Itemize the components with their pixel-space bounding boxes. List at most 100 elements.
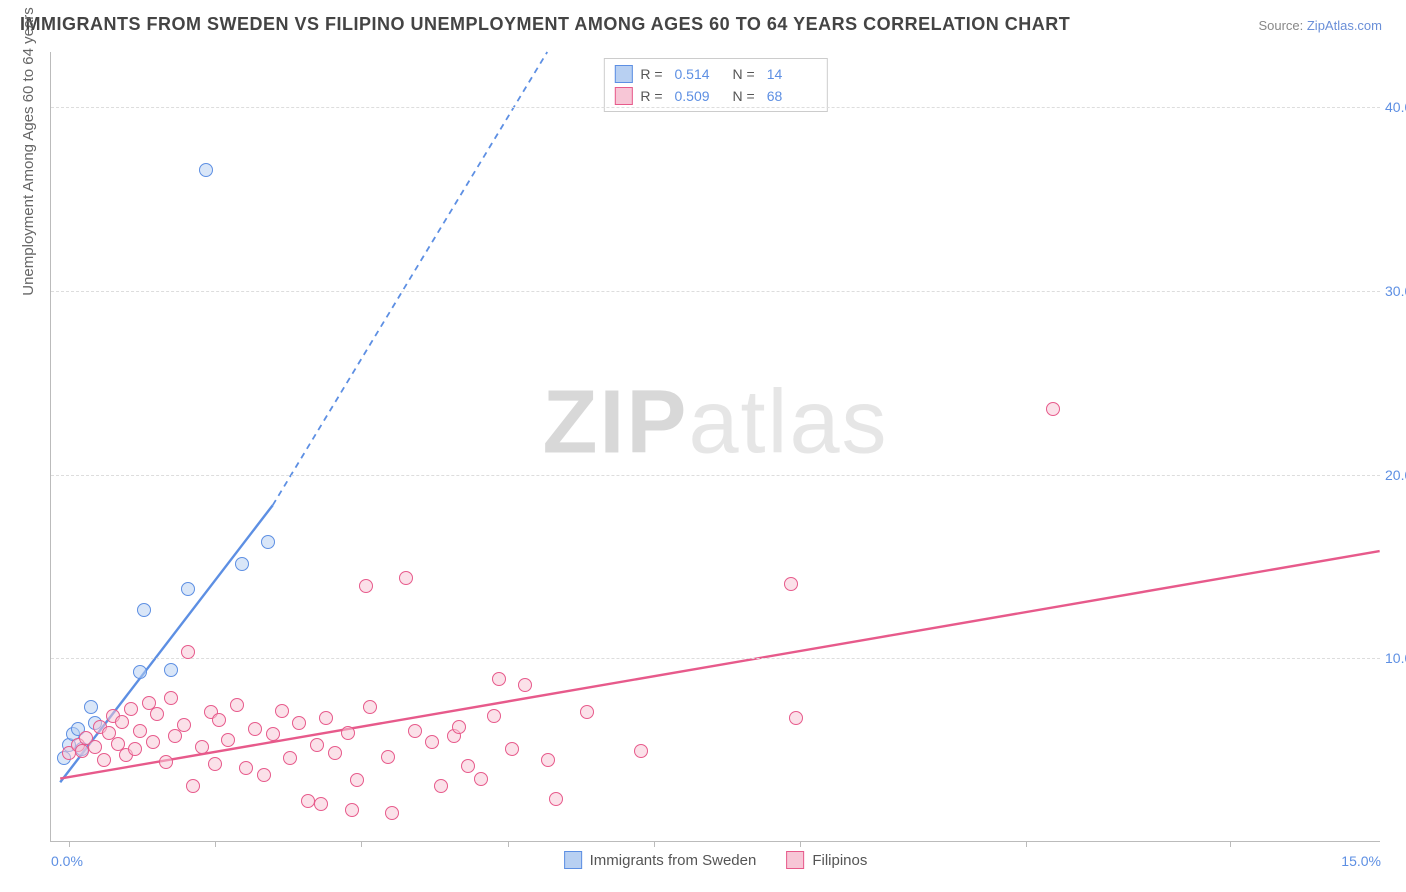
data-point xyxy=(399,571,413,585)
data-point xyxy=(580,705,594,719)
data-point xyxy=(292,716,306,730)
data-point xyxy=(159,755,173,769)
y-tick-label: 20.0% xyxy=(1385,467,1406,483)
legend-n-label: N = xyxy=(733,63,755,85)
x-tick-label: 15.0% xyxy=(1341,853,1381,869)
plot-area: ZIPatlas R = 0.514 N = 14 R = 0.509 N = … xyxy=(50,52,1380,842)
data-point xyxy=(97,753,111,767)
y-tick-label: 40.0% xyxy=(1385,99,1406,115)
data-point xyxy=(461,759,475,773)
source-prefix: Source: xyxy=(1258,18,1306,33)
data-point xyxy=(363,700,377,714)
y-tick-label: 30.0% xyxy=(1385,283,1406,299)
x-tick-mark xyxy=(215,841,216,847)
data-point xyxy=(84,700,98,714)
data-point xyxy=(128,742,142,756)
data-point xyxy=(319,711,333,725)
data-point xyxy=(257,768,271,782)
legend-series-item: Immigrants from Sweden xyxy=(564,851,757,869)
legend-series-label: Immigrants from Sweden xyxy=(590,852,757,869)
legend-r-label: R = xyxy=(640,63,662,85)
legend-n-label: N = xyxy=(733,85,755,107)
data-point xyxy=(208,757,222,771)
y-axis-label: Unemployment Among Ages 60 to 64 years xyxy=(20,7,37,296)
trend-line xyxy=(60,551,1379,779)
data-point xyxy=(408,724,422,738)
data-point xyxy=(88,740,102,754)
legend-swatch xyxy=(614,65,632,83)
data-point xyxy=(505,742,519,756)
x-tick-mark xyxy=(361,841,362,847)
data-point xyxy=(133,665,147,679)
y-tick-label: 10.0% xyxy=(1385,650,1406,666)
data-point xyxy=(359,579,373,593)
data-point xyxy=(301,794,315,808)
data-point xyxy=(75,744,89,758)
data-point xyxy=(310,738,324,752)
x-tick-label: 0.0% xyxy=(51,853,83,869)
source-attribution: Source: ZipAtlas.com xyxy=(1258,18,1382,33)
chart-title: IMMIGRANTS FROM SWEDEN VS FILIPINO UNEMP… xyxy=(20,14,1070,35)
x-tick-mark xyxy=(1026,841,1027,847)
data-point xyxy=(137,603,151,617)
data-point xyxy=(186,779,200,793)
data-point xyxy=(177,718,191,732)
data-point xyxy=(266,727,280,741)
x-tick-mark xyxy=(1230,841,1231,847)
legend-swatch xyxy=(614,87,632,105)
data-point xyxy=(212,713,226,727)
x-tick-mark xyxy=(69,841,70,847)
source-link[interactable]: ZipAtlas.com xyxy=(1307,18,1382,33)
gridline xyxy=(51,658,1380,659)
legend-n-value: 68 xyxy=(767,85,817,107)
data-point xyxy=(261,535,275,549)
gridline xyxy=(51,291,1380,292)
data-point xyxy=(541,753,555,767)
legend-stats: R = 0.514 N = 14 R = 0.509 N = 68 xyxy=(603,58,827,112)
data-point xyxy=(474,772,488,786)
data-point xyxy=(195,740,209,754)
legend-series-label: Filipinos xyxy=(812,852,867,869)
legend-series: Immigrants from Sweden Filipinos xyxy=(564,851,868,869)
x-tick-mark xyxy=(508,841,509,847)
data-point xyxy=(150,707,164,721)
data-point xyxy=(181,582,195,596)
data-point xyxy=(549,792,563,806)
legend-stat-row: R = 0.514 N = 14 xyxy=(614,63,816,85)
data-point xyxy=(345,803,359,817)
legend-stat-row: R = 0.509 N = 68 xyxy=(614,85,816,107)
data-point xyxy=(341,726,355,740)
data-point xyxy=(452,720,466,734)
legend-swatch xyxy=(786,851,804,869)
trend-line-extrapolated xyxy=(273,52,548,505)
data-point xyxy=(181,645,195,659)
data-point xyxy=(634,744,648,758)
data-point xyxy=(434,779,448,793)
data-point xyxy=(248,722,262,736)
data-point xyxy=(133,724,147,738)
data-point xyxy=(235,557,249,571)
data-point xyxy=(275,704,289,718)
data-point xyxy=(784,577,798,591)
data-point xyxy=(518,678,532,692)
legend-r-value: 0.514 xyxy=(675,63,725,85)
data-point xyxy=(124,702,138,716)
data-point xyxy=(381,750,395,764)
data-point xyxy=(328,746,342,760)
data-point xyxy=(146,735,160,749)
data-point xyxy=(164,663,178,677)
data-point xyxy=(487,709,501,723)
gridline xyxy=(51,107,1380,108)
legend-n-value: 14 xyxy=(767,63,817,85)
legend-r-value: 0.509 xyxy=(675,85,725,107)
legend-swatch xyxy=(564,851,582,869)
data-point xyxy=(385,806,399,820)
data-point xyxy=(314,797,328,811)
data-point xyxy=(350,773,364,787)
data-point xyxy=(230,698,244,712)
data-point xyxy=(115,715,129,729)
data-point xyxy=(789,711,803,725)
legend-series-item: Filipinos xyxy=(786,851,867,869)
x-tick-mark xyxy=(654,841,655,847)
data-point xyxy=(492,672,506,686)
